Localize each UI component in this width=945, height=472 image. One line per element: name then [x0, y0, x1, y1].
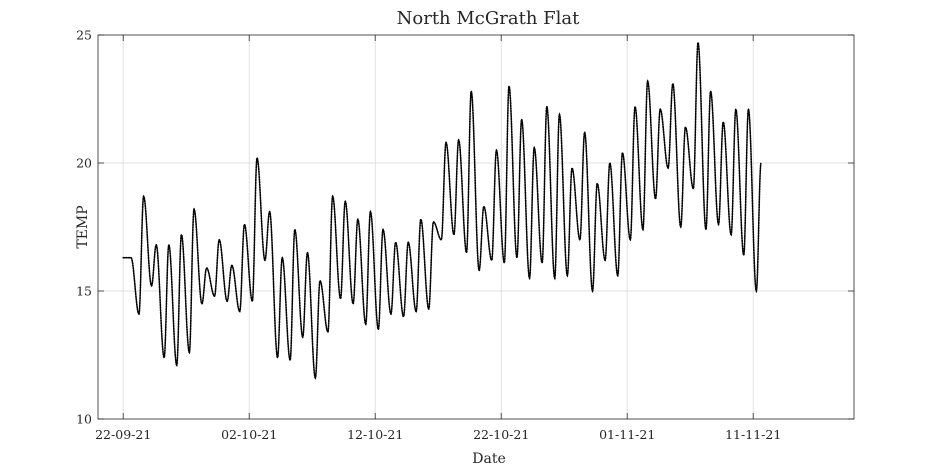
- y-tick-label-2: 20: [76, 156, 92, 171]
- y-tick-label-0: 10: [76, 412, 92, 427]
- y-tick-label-3: 25: [76, 28, 92, 43]
- x-tick-label-5: 11-11-21: [725, 427, 781, 442]
- ticks-group: 10 15 20 25 22-09-21 02-10-21 12-10-21 22-10-21…: [76, 28, 854, 442]
- y-axis-label: TEMP: [75, 205, 91, 248]
- x-axis-label: Date: [472, 451, 505, 467]
- series-group: [122, 40, 762, 380]
- x-tick-label-2: 12-10-21: [347, 427, 403, 442]
- x-tick-label-4: 01-11-21: [599, 427, 655, 442]
- chart-title: North McGrath Flat: [397, 8, 580, 29]
- x-tick-label-3: 22-10-21: [473, 427, 529, 442]
- temp-series-line-core-0: [123, 41, 762, 379]
- x-tick-label-0: 22-09-21: [95, 427, 151, 442]
- axes-box: [97, 34, 855, 420]
- y-tick-label-1: 15: [76, 284, 92, 299]
- x-tick-label-1: 02-10-21: [221, 427, 277, 442]
